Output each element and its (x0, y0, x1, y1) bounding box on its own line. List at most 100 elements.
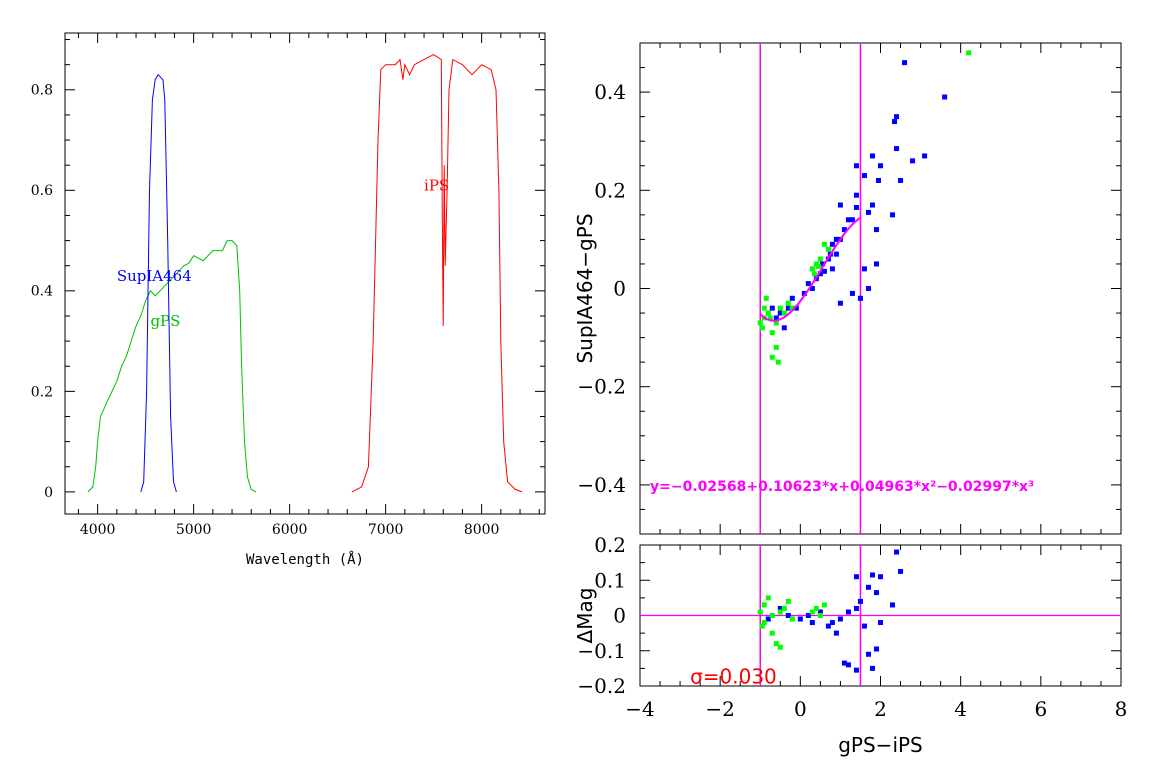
data-point (809, 266, 815, 272)
data-point (769, 330, 775, 336)
data-point (817, 609, 823, 615)
data-point (763, 295, 769, 301)
data-point (878, 163, 883, 169)
data-point (873, 646, 879, 652)
y-tick-label: 0.1 (594, 568, 626, 592)
data-point (910, 158, 916, 164)
data-point (894, 114, 900, 120)
data-point (853, 204, 859, 210)
x-tick-label: 4 (954, 697, 967, 721)
data-point (757, 320, 763, 326)
plot-panel-0: 4000 5000 6000 7000 8000 0 0.2 0.4 0.6 0.8 gPS SupI… (31, 32, 546, 568)
series-label: gPS (150, 312, 180, 330)
data-point (761, 620, 767, 626)
data-point (894, 549, 900, 555)
data-point (869, 665, 875, 671)
data-point (821, 241, 827, 247)
data-point (878, 620, 883, 626)
y-tick-label: 0 (613, 604, 626, 628)
data-point (773, 315, 779, 321)
data-point (833, 236, 839, 242)
data-point (775, 359, 781, 365)
data-point (773, 641, 779, 647)
data-point (797, 616, 803, 622)
data-point (817, 256, 823, 262)
data-point (853, 667, 859, 673)
y-tick-label: −0.1 (577, 639, 626, 663)
data-point (759, 325, 765, 331)
data-point (875, 177, 881, 183)
data-point (845, 609, 851, 615)
data-point (793, 305, 799, 311)
data-point (777, 310, 783, 316)
data-point (869, 153, 875, 159)
data-point (849, 290, 855, 296)
plot-panel-2: −4 −2 0 2 4 6 8 −0.2 −0.1 0 0.1 0.2 σ=0.030 ΔMag gPS−i… (573, 533, 1127, 757)
curve-iPS (351, 54, 523, 493)
data-point (777, 605, 783, 611)
data-point (811, 271, 817, 277)
series-label: iPS (424, 176, 449, 194)
x-tick-label: 2 (874, 697, 887, 721)
data-point (765, 310, 771, 316)
data-point (865, 651, 871, 657)
data-point (785, 305, 791, 311)
data-point (825, 623, 831, 629)
data-point (757, 609, 763, 615)
x-tick-label: −4 (625, 697, 654, 721)
data-point (892, 119, 898, 125)
data-point (857, 598, 863, 604)
data-point (819, 261, 825, 267)
data-point (813, 605, 819, 611)
data-point (817, 271, 823, 277)
x-tick-label: 6 (1034, 697, 1047, 721)
data-point (801, 290, 807, 296)
data-point (861, 623, 867, 629)
data-point (777, 644, 783, 650)
data-point (878, 574, 883, 580)
data-point (785, 613, 791, 618)
data-point (922, 153, 928, 159)
data-point (833, 630, 839, 636)
y-axis-label: SupIA464−gPS (573, 213, 597, 363)
data-point (761, 602, 767, 608)
data-point (902, 60, 908, 66)
y-tick-label: 0.2 (31, 384, 53, 400)
data-point (873, 227, 879, 233)
data-point (890, 212, 896, 218)
data-point (837, 202, 843, 208)
data-point (853, 605, 859, 611)
data-point (837, 300, 843, 306)
y-tick-label: 0.2 (594, 178, 626, 202)
x-tick-label: 5000 (176, 522, 212, 538)
data-point (767, 315, 773, 321)
data-point (777, 609, 783, 615)
data-point (869, 572, 875, 578)
data-point (857, 295, 863, 301)
data-point (781, 325, 787, 331)
data-point (861, 173, 867, 179)
data-point (769, 630, 775, 636)
data-point (761, 305, 767, 311)
data-point (809, 286, 815, 291)
data-point (789, 616, 795, 622)
data-point (805, 281, 811, 287)
data-point (781, 605, 787, 611)
y-tick-label: −0.2 (577, 375, 626, 399)
data-point (809, 609, 815, 615)
x-axis-label: Wavelength (Å) (246, 551, 364, 568)
y-tick-label: −0.4 (577, 473, 626, 497)
y-tick-label: 0.2 (594, 533, 626, 557)
data-point (785, 598, 791, 604)
data-point (765, 595, 771, 601)
x-tick-label: 0 (794, 697, 807, 721)
y-tick-label: 0.6 (31, 183, 53, 199)
y-axis-label: ΔMag (573, 588, 597, 644)
y-tick-label: 0.4 (594, 80, 626, 104)
data-point (769, 305, 775, 311)
data-point (873, 261, 879, 267)
data-point (777, 305, 783, 311)
data-point (845, 217, 851, 223)
data-point (821, 602, 827, 608)
